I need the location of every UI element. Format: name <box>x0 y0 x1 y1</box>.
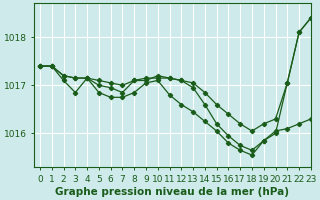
X-axis label: Graphe pression niveau de la mer (hPa): Graphe pression niveau de la mer (hPa) <box>55 187 290 197</box>
